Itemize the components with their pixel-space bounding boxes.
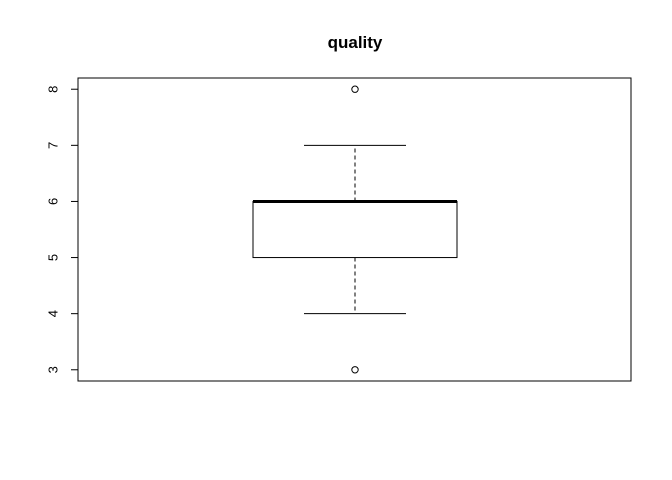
outlier-point xyxy=(352,367,358,373)
y-tick-label: 7 xyxy=(46,142,61,149)
y-tick-label: 3 xyxy=(46,366,61,373)
iqr-box xyxy=(253,201,457,257)
y-axis: 3 4 5 6 7 8 xyxy=(46,86,78,374)
chart-title: quality xyxy=(328,33,383,52)
box-and-whiskers xyxy=(253,145,457,313)
y-tick-label: 4 xyxy=(46,310,61,317)
y-tick-label: 8 xyxy=(46,86,61,93)
y-tick-label: 5 xyxy=(46,254,61,261)
y-tick-label: 6 xyxy=(46,198,61,205)
outlier-point xyxy=(352,86,358,92)
